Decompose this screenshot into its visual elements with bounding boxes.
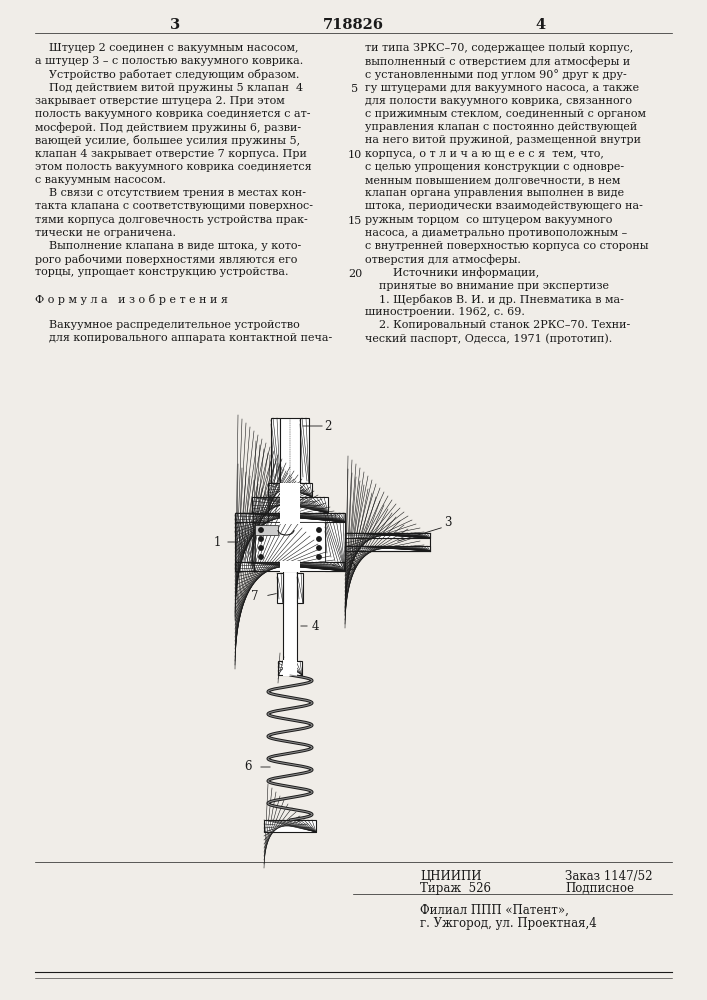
Text: клапан 4 закрывает отверстие 7 корпуса. При: клапан 4 закрывает отверстие 7 корпуса. …	[35, 149, 307, 159]
Text: клапан органа управления выполнен в виде: клапан органа управления выполнен в виде	[365, 188, 624, 198]
Bar	[255, 522, 325, 562]
Bar	[280, 513, 300, 524]
Text: Ф о р м у л а   и з о б р е т е н и я: Ф о р м у л а и з о б р е т е н и я	[35, 294, 228, 305]
Text: 10: 10	[348, 150, 362, 160]
Circle shape	[317, 537, 321, 541]
Text: шиностроении. 1962, с. 69.: шиностроении. 1962, с. 69.	[365, 307, 525, 317]
Circle shape	[317, 528, 321, 532]
Text: 2. Копировальный станок 2РКС–70. Техни-: 2. Копировальный станок 2РКС–70. Техни-	[365, 320, 630, 330]
Text: вающей усилие, большее усилия пружины 5,: вающей усилие, большее усилия пружины 5,	[35, 135, 300, 146]
Text: 5: 5	[349, 560, 357, 574]
Text: ти типа ЗРКС–70, содержащее полый корпус,: ти типа ЗРКС–70, содержащее полый корпус…	[365, 43, 633, 53]
Text: Вакуумное распределительное устройство: Вакуумное распределительное устройство	[35, 320, 300, 330]
Text: корпуса, о т л и ч а ю щ е е с я  тем, что,: корпуса, о т л и ч а ю щ е е с я тем, чт…	[365, 149, 604, 159]
Text: мосферой. Под действием пружины 6, разви-: мосферой. Под действием пружины 6, разви…	[35, 122, 301, 133]
Text: тически не ограничена.: тически не ограничена.	[35, 228, 176, 238]
Text: полость вакуумного коврика соединяется с ат-: полость вакуумного коврика соединяется с…	[35, 109, 310, 119]
Text: 6: 6	[244, 760, 252, 774]
Circle shape	[259, 537, 263, 541]
Bar	[235, 513, 255, 571]
Text: на него витой пружиной, размещенной внутри: на него витой пружиной, размещенной внут…	[365, 135, 641, 145]
Circle shape	[317, 546, 321, 550]
Bar	[280, 561, 300, 572]
Bar	[280, 483, 300, 497]
Bar	[255, 525, 278, 535]
Text: Филиал ППП «Патент»,: Филиал ППП «Патент»,	[420, 904, 569, 917]
Circle shape	[317, 555, 321, 559]
Bar	[277, 573, 283, 603]
Text: с внутренней поверхностью корпуса со стороны: с внутренней поверхностью корпуса со сто…	[365, 241, 648, 251]
Text: а штуцер 3 – с полостью вакуумного коврика.: а штуцер 3 – с полостью вакуумного коври…	[35, 56, 303, 66]
Text: 1. Щербаков В. И. и др. Пневматика в ма-: 1. Щербаков В. И. и др. Пневматика в ма-	[365, 294, 624, 305]
Text: 3: 3	[170, 18, 180, 32]
Text: ческий паспорт, Одесса, 1971 (прототип).: ческий паспорт, Одесса, 1971 (прототип).	[365, 333, 612, 344]
Bar	[297, 573, 303, 603]
Text: 15: 15	[348, 216, 362, 226]
Text: ружным торцом  со штуцером вакуумного: ружным торцом со штуцером вакуумного	[365, 215, 612, 225]
Text: Подписное: Подписное	[565, 882, 634, 895]
Text: Под действием витой пружины 5 клапан  4: Под действием витой пружины 5 клапан 4	[35, 83, 303, 93]
Bar	[283, 660, 297, 676]
Bar	[300, 418, 309, 483]
Text: тями корпуса долговечность устройства прак-: тями корпуса долговечность устройства пр…	[35, 215, 308, 225]
Text: с прижимным стеклом, соединенный с органом: с прижимным стеклом, соединенный с орган…	[365, 109, 646, 119]
Text: 718826: 718826	[322, 18, 383, 32]
Circle shape	[259, 555, 263, 559]
Text: 20: 20	[348, 269, 362, 279]
Bar	[268, 483, 312, 497]
Bar	[264, 820, 316, 832]
Bar	[325, 513, 345, 571]
Bar	[345, 546, 430, 551]
Text: рого рабочими поверхностями являются его: рого рабочими поверхностями являются его	[35, 254, 298, 265]
Text: для копировального аппарата контактной печа-: для копировального аппарата контактной п…	[35, 333, 332, 343]
Text: с вакуумным насосом.: с вакуумным насосом.	[35, 175, 166, 185]
Text: 4: 4	[311, 619, 319, 633]
Text: этом полость вакуумного коврика соединяется: этом полость вакуумного коврика соединяе…	[35, 162, 312, 172]
Text: 1: 1	[214, 536, 221, 548]
Text: отверстия для атмосферы.: отверстия для атмосферы.	[365, 254, 521, 265]
Text: закрывает отверстие штуцера 2. При этом: закрывает отверстие штуцера 2. При этом	[35, 96, 285, 106]
Text: ЦНИИПИ: ЦНИИПИ	[420, 870, 481, 883]
Text: В связи с отсутствием трения в местах кон-: В связи с отсутствием трения в местах ко…	[35, 188, 306, 198]
Text: штока, периодически взаимодействующего на-: штока, периодически взаимодействующего н…	[365, 201, 643, 211]
Text: г. Ужгород, ул. Проектная,4: г. Ужгород, ул. Проектная,4	[420, 917, 597, 930]
Bar	[280, 497, 300, 513]
Text: Выполнение клапана в виде штока, у кото-: Выполнение клапана в виде штока, у кото-	[35, 241, 301, 251]
Text: гу штуцерами для вакуумного насоса, а также: гу штуцерами для вакуумного насоса, а та…	[365, 83, 639, 93]
Text: 5: 5	[351, 84, 358, 94]
Text: Источники информации,: Источники информации,	[365, 267, 539, 278]
Text: 2: 2	[325, 420, 332, 432]
Bar	[280, 418, 300, 483]
Text: Устройство работает следующим образом.: Устройство работает следующим образом.	[35, 69, 299, 80]
Bar	[278, 661, 302, 675]
Text: с установленными под углом 90° друг к дру-: с установленными под углом 90° друг к др…	[365, 69, 626, 80]
Text: 3: 3	[444, 516, 452, 530]
Text: управления клапан с постоянно действующей: управления клапан с постоянно действующе…	[365, 122, 637, 132]
Bar	[252, 497, 328, 513]
Text: такта клапана с соответствующими поверхнос-: такта клапана с соответствующими поверхн…	[35, 201, 313, 211]
Text: принятые во внимание при экспертизе: принятые во внимание при экспертизе	[365, 281, 609, 291]
Circle shape	[259, 546, 263, 550]
Text: 4: 4	[535, 18, 545, 32]
Text: выполненный с отверстием для атмосферы и: выполненный с отверстием для атмосферы и	[365, 56, 630, 67]
Text: менным повышением долговечности, в нем: менным повышением долговечности, в нем	[365, 175, 620, 185]
Text: торцы, упрощает конструкцию устройства.: торцы, упрощает конструкцию устройства.	[35, 267, 288, 277]
Bar	[235, 562, 345, 571]
Bar	[271, 418, 280, 483]
Text: с целью упрощения конструкции с одновре-: с целью упрощения конструкции с одновре-	[365, 162, 624, 172]
Text: для полости вакуумного коврика, связанного: для полости вакуумного коврика, связанно…	[365, 96, 632, 106]
Bar	[345, 533, 430, 538]
Bar	[235, 513, 345, 522]
Text: Тираж  526: Тираж 526	[420, 882, 491, 895]
Text: насоса, а диаметрально противоположным –: насоса, а диаметрально противоположным –	[365, 228, 627, 238]
Text: Заказ 1147/52: Заказ 1147/52	[565, 870, 653, 883]
Text: Штуцер 2 соединен с вакуумным насосом,: Штуцер 2 соединен с вакуумным насосом,	[35, 43, 298, 53]
Bar	[283, 571, 297, 661]
Text: 7: 7	[251, 589, 259, 602]
Circle shape	[259, 528, 263, 532]
